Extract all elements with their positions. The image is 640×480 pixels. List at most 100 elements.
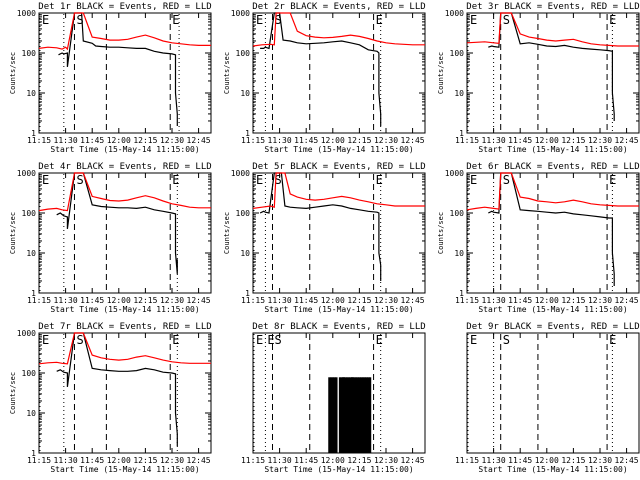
x-tick-label: 11:30 (482, 296, 506, 305)
x-tick-label: 12:15 (133, 456, 157, 465)
x-axis-label: Start Time (15-May-14 11:15:00) (50, 305, 199, 314)
y-tick-label: 10 (454, 249, 464, 258)
event-bar (369, 377, 372, 453)
y-tick-label: 100 (22, 369, 37, 378)
y-axis-label: Counts/sec (223, 212, 231, 254)
event-marker-label: E (470, 333, 477, 347)
x-tick-label: 11:45 (508, 456, 532, 465)
x-tick-label: 12:00 (535, 136, 559, 145)
panel-title: Det 1r BLACK = Events, RED = LLD (38, 2, 211, 12)
detector-panel-9: Det 9r BLACK = Events, RED = LLD 11:15 11:… (455, 322, 640, 474)
y-tick-label: 1000 (17, 329, 36, 338)
y-tick-label: 1000 (17, 9, 36, 18)
y-tick-label: 1 (31, 449, 36, 458)
x-tick-label: 12:45 (401, 456, 425, 465)
event-marker-label: E (256, 333, 263, 347)
x-tick-label: 11:45 (80, 296, 104, 305)
event-bar (354, 377, 358, 453)
y-axis-label: Counts/sec (9, 52, 17, 94)
event-marker-label: E (376, 333, 383, 347)
x-tick-label: 11:45 (294, 456, 318, 465)
y-tick-label: 100 (236, 209, 251, 218)
event-marker-label: S (76, 13, 83, 27)
x-tick-label: 12:30 (160, 296, 184, 305)
x-tick-label: 12:30 (374, 456, 398, 465)
x-axis-label: Start Time (15-May-14 11:15:00) (478, 145, 627, 154)
event-marker-label: S (503, 173, 510, 187)
plot-frame (466, 12, 640, 134)
x-tick-label: 12:30 (588, 456, 612, 465)
x-axis-label: Start Time (15-May-14 11:15:00) (264, 145, 413, 154)
x-axis-label: Start Time (15-May-14 11:15:00) (264, 305, 413, 314)
x-tick-label: 12:15 (347, 136, 371, 145)
x-tick-label: 12:00 (535, 456, 559, 465)
event-bar (338, 377, 342, 453)
x-tick-label: 12:00 (107, 136, 131, 145)
event-marker-label: E (376, 173, 383, 187)
x-tick-label: 12:30 (588, 136, 612, 145)
series-lld (466, 12, 639, 47)
x-tick-label: 11:15 (455, 456, 479, 465)
x-tick-label: 12:45 (401, 136, 425, 145)
x-tick-label: 12:00 (107, 456, 131, 465)
x-tick-label: 12:00 (321, 296, 345, 305)
x-tick-label: 12:30 (160, 456, 184, 465)
event-marker-label: E (256, 13, 263, 27)
x-tick-label: 12:45 (401, 296, 425, 305)
x-tick-label: 11:30 (54, 136, 78, 145)
x-tick-label: 11:45 (508, 296, 532, 305)
y-tick-label: 100 (236, 49, 251, 58)
plot-frame (252, 172, 426, 294)
plot-frame (252, 12, 426, 134)
y-tick-label: 1 (459, 129, 464, 138)
event-bar (342, 377, 345, 453)
y-tick-label: 1000 (231, 9, 250, 18)
x-tick-label: 12:45 (187, 456, 211, 465)
event-bar (340, 377, 343, 453)
event-marker-label: E (609, 333, 616, 347)
x-tick-label: 11:45 (508, 136, 532, 145)
y-tick-label: 10 (454, 89, 464, 98)
series-lld (252, 12, 425, 47)
x-tick-label: 12:45 (187, 296, 211, 305)
series-events (58, 12, 178, 126)
x-tick-label: 11:15 (241, 456, 265, 465)
event-marker-label: E (172, 173, 179, 187)
x-tick-label: 12:30 (588, 296, 612, 305)
event-bar (351, 377, 354, 453)
panel-title: Det 9r BLACK = Events, RED = LLD (466, 322, 639, 332)
event-bar (358, 377, 361, 453)
event-marker-label: E (172, 13, 179, 27)
x-tick-label: 12:15 (133, 136, 157, 145)
x-tick-label: 12:45 (615, 136, 639, 145)
y-tick-label: 100 (450, 49, 465, 58)
x-tick-label: 12:15 (133, 296, 157, 305)
panel-title: Det 8r BLACK = Events, RED = LLD (252, 322, 425, 332)
event-bar (349, 377, 352, 453)
event-marker-label: S (503, 333, 510, 347)
panel-title: Det 6r BLACK = Events, RED = LLD (466, 162, 639, 172)
series-events (488, 172, 615, 286)
x-tick-label: 12:15 (561, 456, 585, 465)
y-tick-label: 10 (26, 409, 36, 418)
event-marker-label: E (376, 13, 383, 27)
event-marker-label: E (42, 173, 49, 187)
panel-title: Det 5r BLACK = Events, RED = LLD (252, 162, 425, 172)
x-tick-label: 11:45 (80, 456, 104, 465)
y-tick-label: 10 (26, 249, 36, 258)
x-tick-label: 11:30 (54, 296, 78, 305)
event-marker-label: S (275, 173, 282, 187)
x-tick-label: 12:15 (347, 456, 371, 465)
panel-title: Det 2r BLACK = Events, RED = LLD (252, 2, 425, 12)
event-bar (365, 377, 368, 453)
x-tick-label: 12:00 (321, 136, 345, 145)
plot-frame (38, 12, 212, 134)
series-lld (252, 172, 425, 209)
x-tick-label: 11:15 (27, 296, 51, 305)
plot-frame (38, 332, 212, 454)
